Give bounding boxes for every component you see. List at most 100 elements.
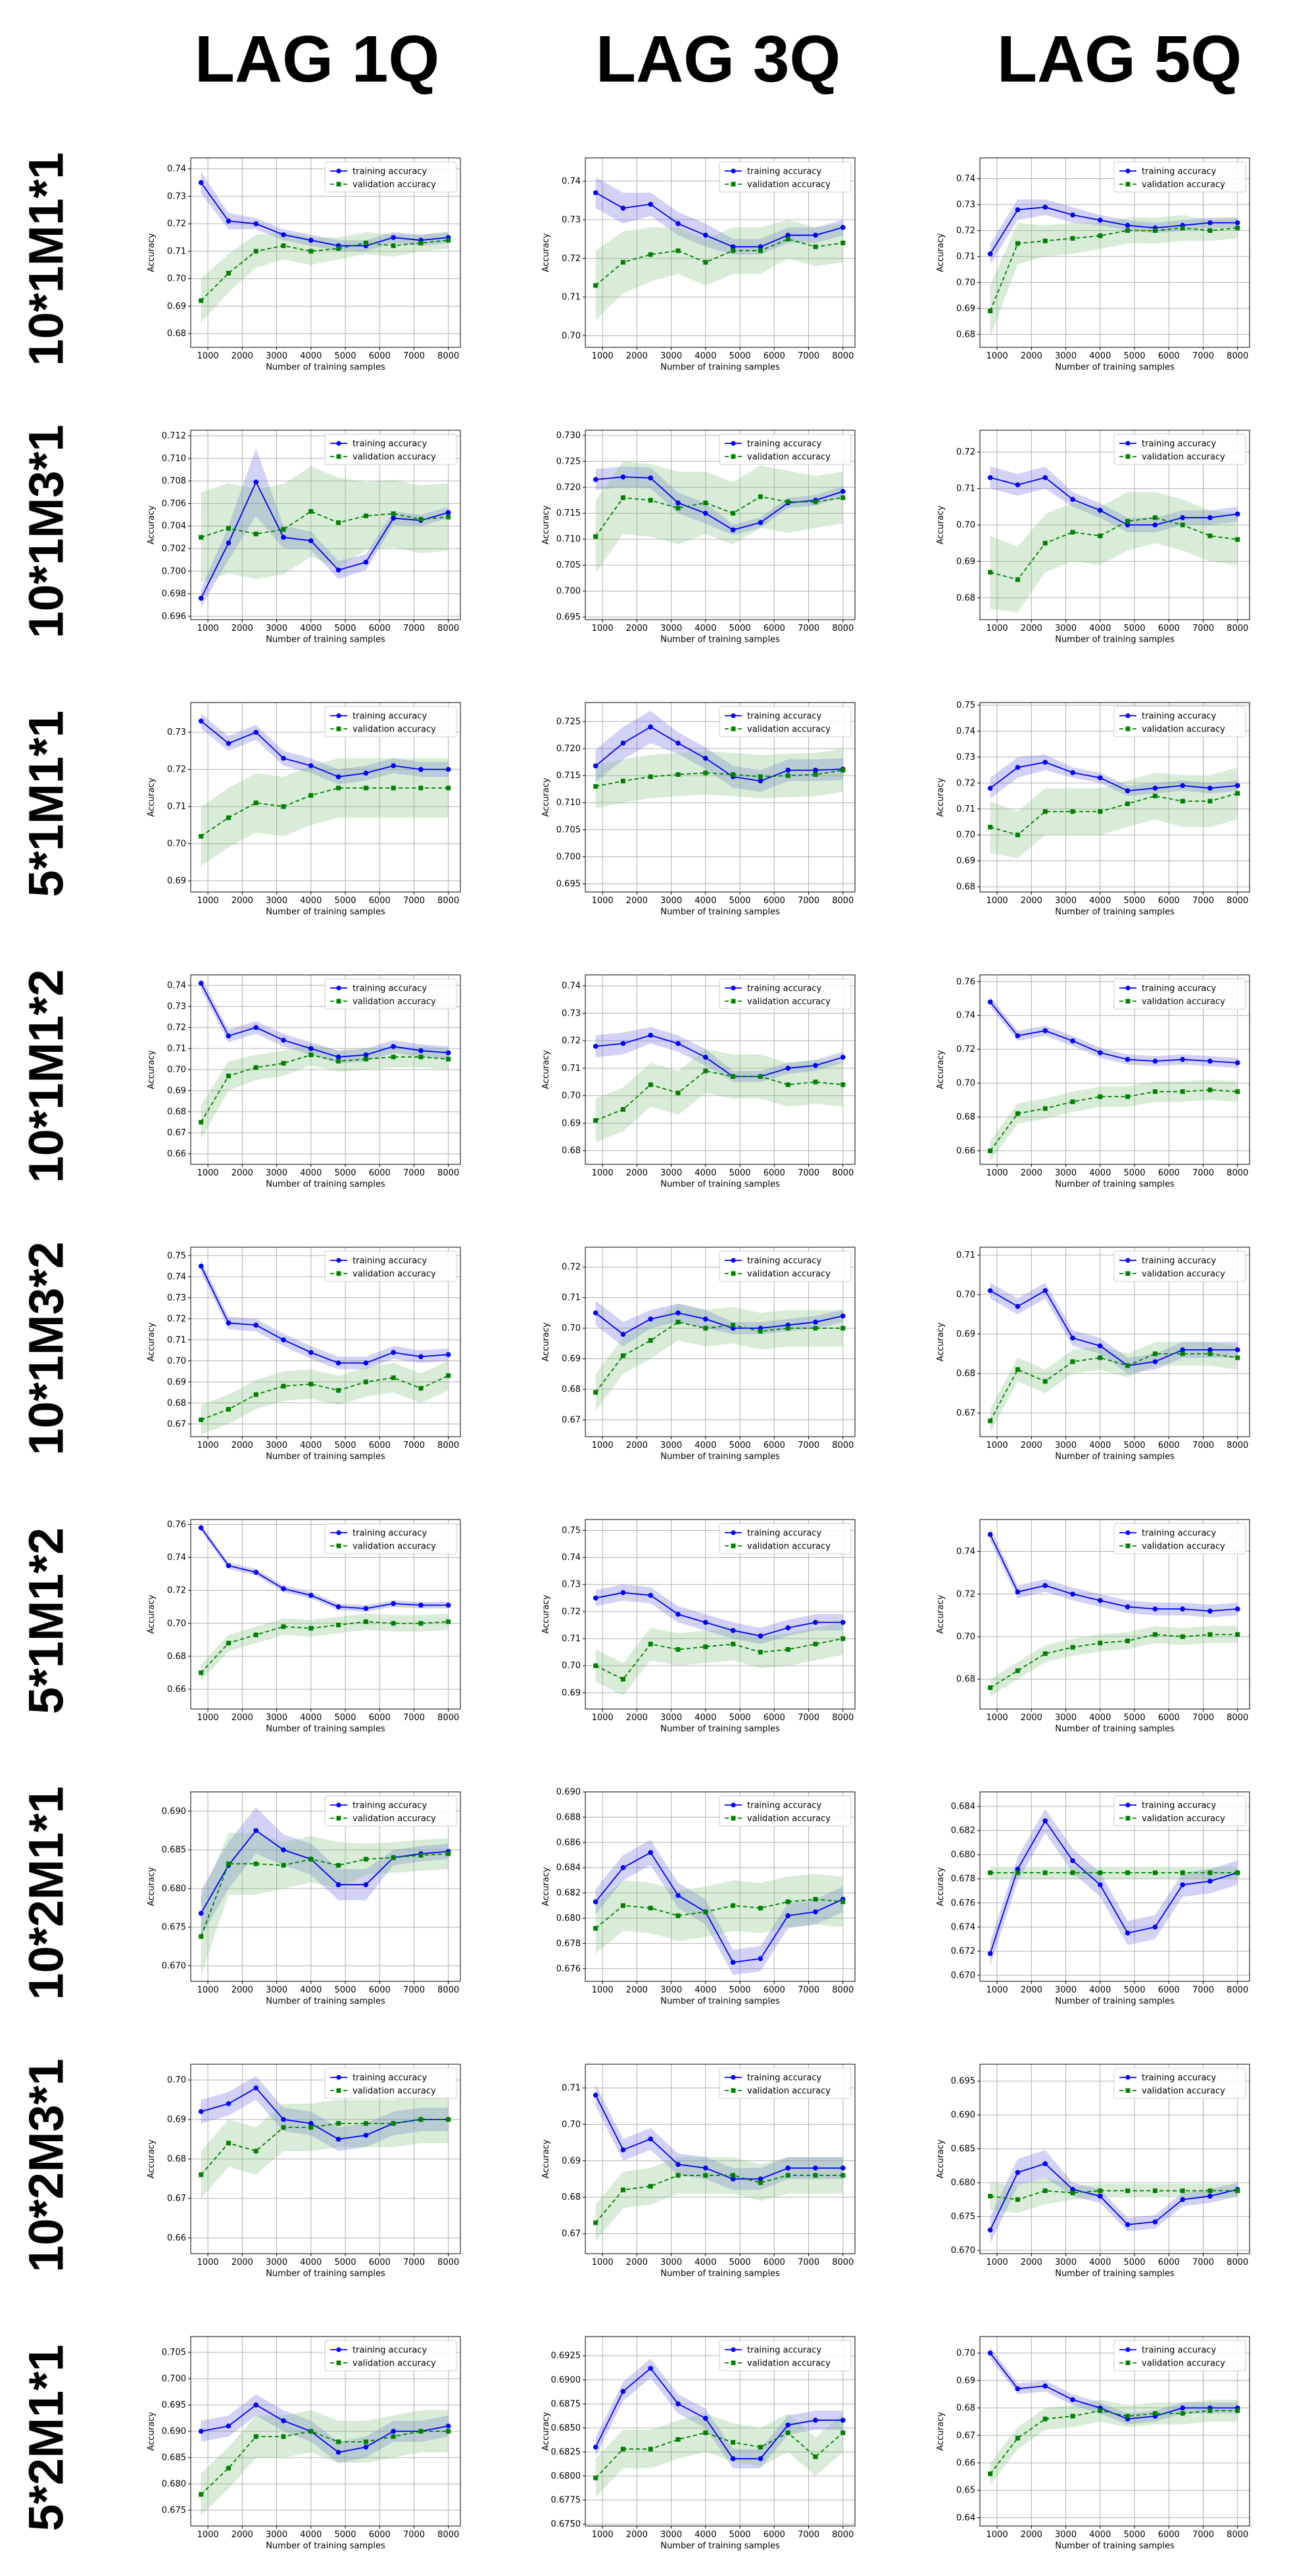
training-accuracy-point	[363, 2444, 369, 2450]
training-accuracy-point	[391, 1350, 396, 1355]
validation-accuracy-point	[1042, 1379, 1048, 1384]
learning-curve-chart: 1000 2000 3000 4000 5000 6000 7000 8000 0.68 0.70…	[921, 1516, 1263, 1739]
x-tick-label: 2000	[626, 2258, 648, 2267]
y-tick-label: 0.72	[956, 447, 975, 457]
validation-accuracy-point	[1207, 799, 1213, 804]
x-tick-label: 1000	[987, 351, 1008, 361]
y-tick-label: 0.70	[167, 839, 186, 849]
training-accuracy-point	[730, 1627, 736, 1633]
learning-curve-chart: 1000 2000 3000 4000 5000 6000 7000 8000 0.69 0.70…	[526, 1516, 868, 1739]
legend-validation-label: validation accuracy	[353, 2087, 436, 2096]
y-tick-label: 0.74	[956, 1011, 975, 1021]
column-header-lag-5q: LAG 5Q	[996, 22, 1242, 96]
validation-accuracy-point	[593, 1663, 598, 1668]
validation-accuracy-line	[990, 517, 1238, 581]
training-accuracy-point	[335, 1882, 341, 1887]
training-accuracy-point	[1015, 1304, 1021, 1309]
validation-accuracy-line	[990, 793, 1238, 836]
training-accuracy-point	[308, 2121, 314, 2126]
y-tick-label: 0.71	[956, 252, 975, 262]
y-axis-label: Accuracy	[936, 1322, 946, 1362]
x-tick-label: 5000	[1123, 1441, 1145, 1450]
validation-accuracy-point	[620, 1353, 625, 1358]
training-accuracy-point	[785, 1625, 791, 1631]
y-axis-label: Accuracy	[541, 2139, 551, 2179]
x-tick-label: 3000	[266, 1985, 287, 1995]
validation-std-band	[201, 1044, 449, 1139]
validation-accuracy-point	[1042, 1870, 1048, 1875]
y-tick-label: 0.704	[162, 522, 186, 532]
y-tick-label: 0.70	[956, 2348, 975, 2358]
training-std-band	[201, 448, 449, 608]
validation-std-band	[990, 1079, 1238, 1161]
validation-accuracy-point	[418, 2429, 424, 2434]
validation-accuracy-point	[675, 1090, 681, 1095]
validation-accuracy-point	[1042, 541, 1048, 546]
validation-accuracy-point	[391, 2434, 396, 2439]
plot-frame	[585, 2064, 856, 2254]
training-accuracy-point	[1180, 783, 1185, 789]
validation-accuracy-point	[620, 260, 625, 265]
validation-accuracy-point	[813, 1896, 818, 1902]
y-tick-label: 0.71	[956, 1251, 975, 1260]
chart-svg: 1000 2000 3000 4000 5000 6000 7000 8000 0.68 0.70…	[936, 1519, 1250, 1734]
training-accuracy-point	[335, 1360, 341, 1366]
validation-accuracy-point	[813, 1079, 818, 1085]
training-accuracy-point	[1152, 1058, 1158, 1064]
validation-accuracy-point	[199, 1934, 204, 1939]
training-accuracy-point	[785, 1913, 791, 1918]
training-accuracy-point	[198, 180, 204, 186]
training-accuracy-point	[335, 2450, 341, 2455]
validation-accuracy-point	[731, 248, 736, 253]
chart-svg: 1000 2000 3000 4000 5000 6000 7000 8000 0.670 0.6…	[936, 1791, 1250, 2006]
validation-accuracy-point	[1015, 2197, 1020, 2202]
legend-training-label: training accuracy	[747, 167, 821, 177]
x-tick-label: 2000	[626, 1441, 648, 1450]
x-tick-label: 8000	[1227, 1168, 1248, 1178]
x-tick-label: 2000	[231, 2530, 253, 2540]
legend-validation-label: validation accuracy	[1142, 997, 1225, 1007]
validation-accuracy-point	[336, 785, 341, 791]
training-accuracy-point	[1207, 1878, 1213, 1884]
validation-std-band	[201, 232, 449, 323]
x-tick-label: 7000	[1192, 896, 1214, 906]
validation-accuracy-point	[813, 2173, 818, 2178]
validation-std-band	[201, 758, 449, 866]
y-tick-label: 0.6900	[551, 2375, 581, 2385]
validation-accuracy-point	[253, 800, 258, 805]
validation-std-band	[990, 492, 1238, 612]
training-accuracy-point	[675, 221, 681, 226]
training-accuracy-line	[595, 1312, 843, 1335]
y-axis-label: Accuracy	[541, 1867, 551, 1906]
x-tick-label: 1000	[592, 896, 614, 906]
x-tick-label: 1000	[592, 1441, 614, 1450]
x-tick-label: 3000	[266, 896, 287, 906]
y-tick-label: 0.675	[951, 2212, 975, 2221]
y-tick-label: 0.685	[951, 2144, 975, 2154]
x-tick-label: 8000	[832, 1985, 854, 1995]
row-header-label: 10*1M3*1	[18, 424, 74, 639]
legend: training accuracy validation accuracy	[324, 1251, 457, 1282]
y-tick-label: 0.68	[167, 1107, 186, 1117]
training-accuracy-point	[620, 2147, 626, 2152]
y-tick-label: 0.72	[167, 765, 186, 775]
training-accuracy-point	[1042, 1028, 1048, 1033]
y-tick-label: 0.74	[167, 981, 186, 991]
training-accuracy-point	[445, 1352, 451, 1357]
validation-accuracy-point	[731, 2173, 736, 2178]
legend-validation-label: validation accuracy	[1142, 2087, 1225, 2096]
validation-accuracy-point	[620, 2446, 625, 2452]
validation-accuracy-point	[281, 243, 286, 249]
x-tick-label: 7000	[403, 1713, 425, 1723]
plot-frame	[979, 430, 1250, 620]
legend-marker	[336, 2347, 341, 2352]
validation-accuracy-point	[648, 498, 653, 503]
validation-accuracy-point	[758, 1329, 763, 1334]
training-accuracy-point	[1152, 1359, 1158, 1364]
validation-accuracy-point	[226, 815, 231, 820]
training-std-band	[990, 1808, 1238, 1966]
validation-accuracy-point	[281, 527, 286, 532]
training-accuracy-point	[335, 567, 341, 573]
legend: training accuracy validation accuracy	[719, 2068, 852, 2099]
x-tick-label: 8000	[437, 1441, 459, 1450]
